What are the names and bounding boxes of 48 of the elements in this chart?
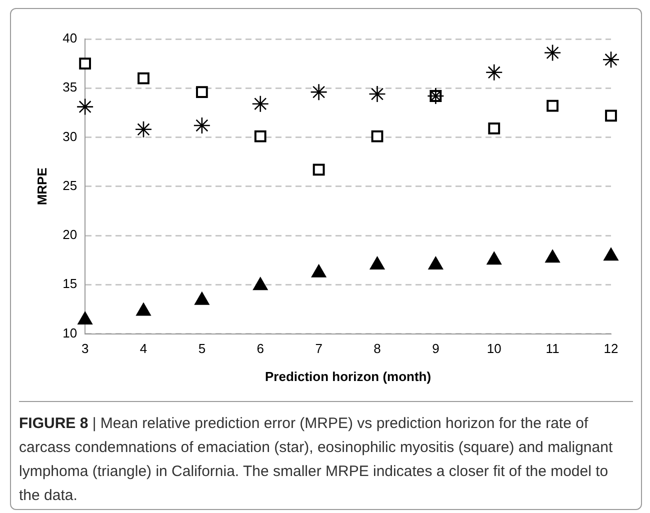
x-axis-title: Prediction horizon (month) <box>264 368 432 384</box>
point <box>310 83 328 101</box>
point <box>79 58 92 70</box>
point <box>194 292 209 305</box>
x-tick-label: 4 <box>140 341 148 356</box>
point <box>134 120 152 138</box>
x-tick-label: 6 <box>256 341 264 356</box>
x-tick-label: 12 <box>604 341 618 356</box>
point <box>193 116 211 134</box>
y-tick-label: 25 <box>62 178 78 193</box>
point <box>312 164 325 176</box>
y-tick-label: 40 <box>62 30 78 46</box>
y-tick-label: 35 <box>62 80 78 95</box>
point <box>604 248 618 261</box>
point <box>488 122 500 134</box>
y-tick-label: 10 <box>62 325 78 340</box>
point <box>546 250 560 263</box>
y-axis-title: MRPE <box>34 167 50 206</box>
point <box>428 257 443 270</box>
y-tick-label: 30 <box>62 128 78 144</box>
x-tick-label: 3 <box>81 341 89 356</box>
point <box>544 44 562 62</box>
point <box>196 86 208 98</box>
point <box>136 303 151 316</box>
point <box>312 264 326 278</box>
x-tick-label: 9 <box>432 341 440 356</box>
x-tick-label: 10 <box>486 341 502 356</box>
point <box>368 85 386 103</box>
y-tick-label: 15 <box>62 276 78 292</box>
x-tick-label: 7 <box>315 341 322 356</box>
point <box>138 72 150 84</box>
point <box>76 98 94 116</box>
point <box>253 278 268 290</box>
x-tick-label: 8 <box>374 341 381 356</box>
x-tick-label: 5 <box>198 341 206 356</box>
point <box>78 312 92 325</box>
caption: FIGURE 8 | Mean relative prediction error (MRPE) vs prediction horizon for the rate of carcass condemnations of emaciation (star), eosinophilic myositis (square) and malignant lymphoma (triangle) in California. The smaller MRPE indicates a closer fit of the model to the data. <box>19 414 614 506</box>
y-tick-label: 20 <box>62 227 78 242</box>
point <box>252 95 270 113</box>
point <box>371 130 384 142</box>
point <box>605 110 617 122</box>
point <box>546 100 559 112</box>
point <box>370 257 384 270</box>
point <box>487 252 502 265</box>
point <box>254 130 266 142</box>
point <box>485 64 503 82</box>
x-tick-label: 11 <box>546 341 560 356</box>
point <box>602 50 620 68</box>
